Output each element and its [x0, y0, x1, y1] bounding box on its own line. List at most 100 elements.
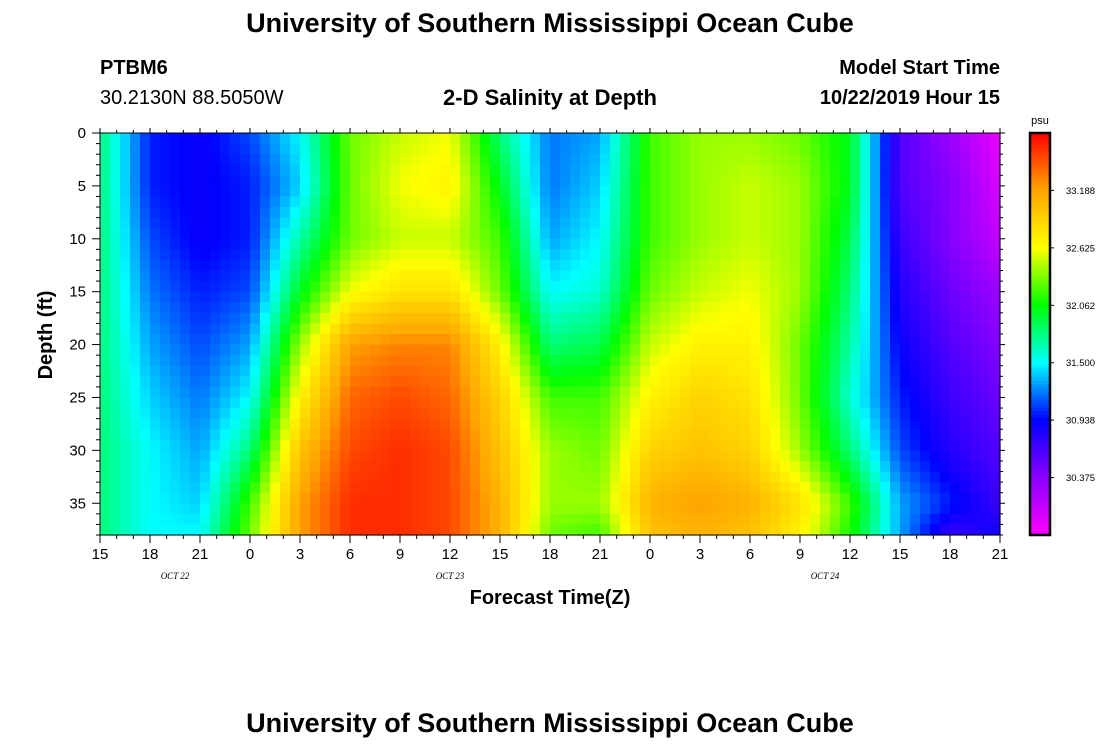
heatmap-cell — [900, 492, 911, 504]
heatmap-cell — [600, 482, 611, 494]
heatmap-cell — [160, 397, 171, 409]
heatmap-cell — [690, 164, 701, 176]
heatmap-cell — [740, 207, 751, 219]
heatmap-cell — [440, 355, 451, 367]
heatmap-cell — [880, 355, 891, 367]
heatmap-cell — [630, 408, 641, 420]
heatmap-cell — [160, 133, 171, 145]
heatmap-cell — [780, 334, 791, 346]
heatmap-cell — [150, 175, 161, 187]
heatmap-cell — [200, 524, 211, 536]
heatmap-cell — [800, 207, 811, 219]
heatmap-cell — [960, 386, 971, 399]
heatmap-cell — [440, 228, 451, 240]
heatmap-cell — [180, 492, 191, 504]
heatmap-cell — [650, 164, 661, 176]
heatmap-cell — [500, 355, 511, 367]
heatmap-cell — [880, 207, 891, 219]
heatmap-cell — [630, 365, 641, 377]
heatmap-cell — [550, 196, 561, 208]
heatmap-cell — [610, 217, 621, 229]
colorbar-segment — [1030, 236, 1050, 241]
heatmap-cell — [380, 281, 391, 293]
heatmap-cell — [960, 270, 971, 282]
heatmap-cell — [750, 513, 761, 526]
heatmap-cell — [220, 439, 231, 451]
heatmap-cell — [160, 196, 171, 208]
heatmap-cell — [560, 312, 571, 325]
heatmap-cell — [100, 386, 111, 399]
heatmap-cell — [350, 217, 361, 229]
heatmap-cell — [140, 185, 151, 198]
heatmap-cell — [130, 143, 141, 155]
heatmap-cell — [170, 196, 181, 208]
heatmap-cell — [420, 281, 431, 293]
heatmap-cell — [910, 482, 921, 494]
heatmap-cell — [530, 259, 541, 272]
heatmap-cell — [550, 249, 561, 261]
heatmap-cell — [560, 460, 571, 473]
heatmap-cell — [630, 133, 641, 145]
heatmap-cell — [190, 302, 201, 314]
heatmap-cell — [680, 386, 691, 399]
heatmap-cell — [440, 503, 451, 515]
heatmap-cell — [320, 270, 331, 282]
heatmap-cell — [820, 450, 831, 462]
colorbar-segment — [1030, 404, 1050, 409]
heatmap-cell — [180, 302, 191, 314]
heatmap-cell — [220, 207, 231, 219]
heatmap-cell — [340, 238, 351, 250]
heatmap-cell — [270, 154, 281, 166]
heatmap-cell — [930, 312, 941, 325]
heatmap-cell — [920, 429, 931, 441]
heatmap-cell — [990, 503, 1001, 515]
heatmap-cell — [660, 344, 671, 356]
heatmap-cell — [680, 143, 691, 155]
heatmap-cell — [460, 207, 471, 219]
heatmap-cell — [490, 397, 501, 409]
heatmap-cell — [150, 196, 161, 208]
heatmap-cell — [370, 133, 381, 145]
heatmap-cell — [250, 323, 261, 335]
heatmap-cell — [260, 238, 271, 250]
heatmap-cell — [940, 291, 951, 303]
heatmap-cell — [800, 312, 811, 325]
heatmap-cell — [920, 249, 931, 261]
heatmap-cell — [980, 492, 991, 504]
heatmap-cell — [100, 408, 111, 420]
heatmap-cell — [260, 143, 271, 155]
heatmap-cell — [560, 196, 571, 208]
heatmap-cell — [270, 344, 281, 356]
heatmap-cell — [720, 471, 731, 483]
heatmap-cell — [830, 365, 841, 377]
heatmap-cell — [990, 196, 1001, 208]
heatmap-cell — [250, 334, 261, 346]
heatmap-cell — [790, 249, 801, 261]
heatmap-cell — [970, 175, 981, 187]
heatmap-cell — [440, 492, 451, 504]
heatmap-cell — [800, 323, 811, 335]
heatmap-cell — [560, 259, 571, 272]
heatmap-cell — [180, 196, 191, 208]
heatmap-cell — [700, 492, 711, 504]
heatmap-cell — [710, 238, 721, 250]
heatmap-cell — [350, 482, 361, 494]
heatmap-cell — [530, 492, 541, 504]
heatmap-cell — [620, 270, 631, 282]
heatmap-cell — [490, 524, 501, 536]
heatmap-cell — [470, 376, 481, 388]
heatmap-cell — [700, 513, 711, 526]
heatmap-cell — [270, 524, 281, 536]
heatmap-cell — [530, 281, 541, 293]
heatmap-cell — [440, 154, 451, 166]
heatmap-cell — [360, 270, 371, 282]
heatmap-cell — [780, 513, 791, 526]
heatmap-cell — [350, 196, 361, 208]
heatmap-cell — [200, 513, 211, 526]
heatmap-cell — [220, 270, 231, 282]
heatmap-cell — [820, 376, 831, 388]
heatmap-cell — [350, 429, 361, 441]
heatmap-cell — [130, 418, 141, 430]
heatmap-cell — [130, 482, 141, 494]
heatmap-cell — [940, 492, 951, 504]
